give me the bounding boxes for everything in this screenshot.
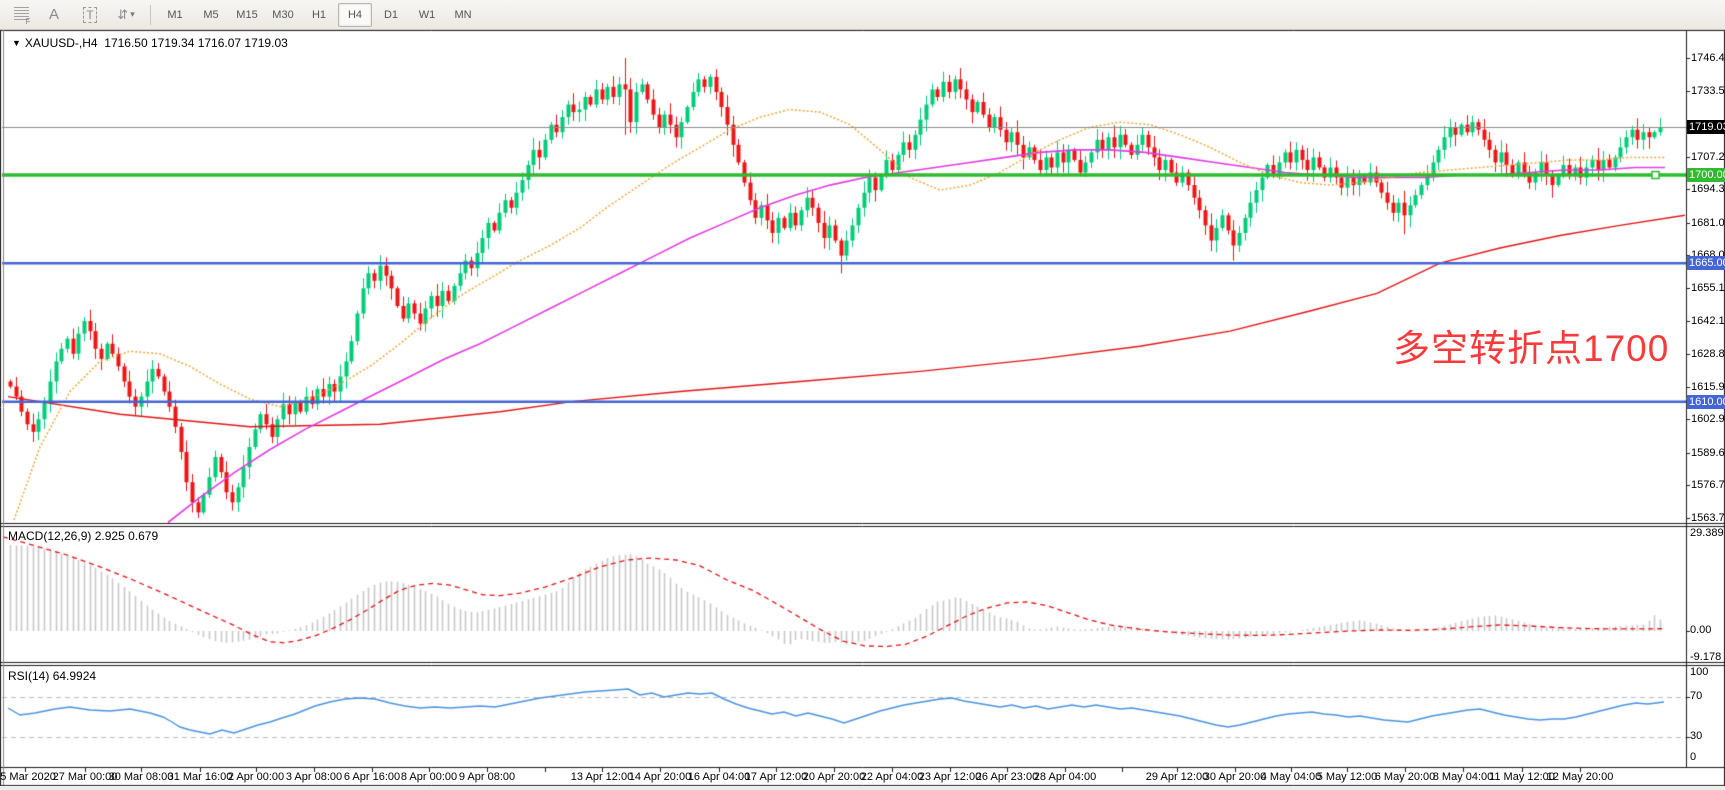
macd-axis-label: -9.178 [1690,651,1722,663]
date-axis-label: 14 Apr 20:00 [628,771,692,783]
rsi-value: 64.9924 [52,669,97,683]
rsi-name: RSI(14) [8,669,50,683]
date-axis-label: 28 Apr 04:00 [1033,771,1097,783]
price-tag: 1665.00 [1687,256,1725,271]
date-axis-label: 13 Apr 12:00 [570,771,634,783]
date-axis-label: 12 May 20:00 [1546,771,1614,783]
price-tag: 1700.00 [1687,168,1725,183]
font-a-icon: A [48,6,59,23]
macd-indicator-label: MACD(12,26,9) 2.925 0.679 [8,529,158,543]
symbol-dropdown-icon[interactable]: ▼ [12,38,21,48]
price-axis-label: 1707.25 [1691,150,1725,163]
date-axis-label: 25 Mar 2020 [0,771,56,783]
date-axis-label: 16 Apr 04:00 [687,771,751,783]
chart-text-annotation[interactable]: 多空转折点1700 [1393,328,1670,369]
dropdown-caret-icon: ▾ [130,9,135,19]
styles-palette-button[interactable]: F [1,3,35,27]
date-axis-label: 26 Apr 23:00 [975,771,1039,783]
date-axis-label: 3 Apr 08:00 [285,771,343,783]
price-axis-label: 1655.10 [1691,282,1725,295]
rsi-indicator-label: RSI(14) 64.9924 [8,669,96,683]
price-axis-label: 1576.70 [1691,479,1725,492]
macd-values: 2.925 0.679 [94,529,159,543]
date-axis-label: 29 Apr 12:00 [1145,771,1209,783]
date-axis-label: 6 May 20:00 [1374,771,1436,783]
macd-name: MACD(12,26,9) [8,529,92,543]
date-axis-label: 30 Mar 08:00 [108,771,174,783]
symbol-ohlc-line[interactable]: ▼ XAUUSD-,H4 1716.50 1719.34 1716.07 1719… [12,36,288,50]
date-axis-label: 5 May 12:00 [1316,771,1378,783]
date-axis-label: 27 Mar 00:00 [52,771,118,783]
symbol-name: XAUUSD-,H4 [24,36,98,50]
rsi-axis-label: 100 [1690,666,1709,678]
timeframe-button-m15[interactable]: M15 [236,8,258,21]
ohlc-values: 1716.50 1719.34 1716.07 1719.03 [104,36,288,50]
toolbar: F A T ⇵ ▾ M1 M5 M15 M30 H1 H4 D1 W1 MN [0,0,1725,30]
price-axis-label: 1628.85 [1691,348,1725,361]
macd-axis-label: 29.389 [1690,527,1724,539]
timeframe-button-w1[interactable]: W1 [418,8,436,21]
date-axis-label: 11 May 12:00 [1489,771,1555,783]
timeframe-button-h1[interactable]: H1 [311,8,327,21]
date-axis-label: 8 Apr 00:00 [400,771,458,783]
bottom-strip [0,786,1725,790]
price-axis-label: 1602.95 [1691,413,1725,426]
timeframe-button-h4[interactable]: H4 [338,2,372,27]
timeframe-button-m1[interactable]: M1 [167,8,183,21]
date-axis-label: 23 Apr 12:00 [918,771,982,783]
rsi-axis-label: 0 [1690,751,1697,763]
date-axis-label: 8 May 04:00 [1432,771,1494,783]
price-tag: 1719.03 [1687,120,1725,135]
arrow-objects-icon: ⇵ [117,6,129,22]
date-axis-label: 17 Apr 12:00 [744,771,808,783]
text-label-icon: T [83,6,97,23]
price-axis-label: 1681.00 [1691,216,1725,229]
date-axis-label: 2 Apr 00:00 [227,771,285,783]
price-axis-label: 1642.15 [1691,314,1725,327]
date-axis-label: 30 Apr 20:00 [1203,771,1267,783]
timeframe-button-mn[interactable]: MN [454,8,472,21]
rsi-axis-label: 30 [1690,730,1703,742]
timeframe-button-m30[interactable]: M30 [272,8,294,21]
styles-palette-icon: F [13,7,31,26]
date-axis-label: 20 Apr 20:00 [802,771,866,783]
price-tag: 1610.00 [1687,394,1725,409]
arrow-objects-button[interactable]: ⇵ ▾ [109,3,143,27]
price-axis-label: 1615.90 [1691,380,1725,393]
timeframe-buttons: M1 M5 M15 M30 H1 H4 D1 W1 MN [157,2,481,27]
date-axis-label: 6 Apr 16:00 [343,771,401,783]
date-axis-label: 22 Apr 04:00 [860,771,924,783]
price-axis-label: 1746.45 [1691,52,1725,65]
timeframe-button-m5[interactable]: M5 [203,8,219,21]
rsi-axis-label: 70 [1690,690,1703,702]
date-axis-label: 31 Mar 16:00 [167,771,233,783]
price-axis-label: 1563.75 [1691,512,1725,525]
timeframe-button-d1[interactable]: D1 [383,8,399,21]
price-axis-label: 1694.30 [1691,183,1725,196]
price-axis-label: 1733.50 [1691,84,1725,97]
date-axis-label: 4 May 04:00 [1260,771,1322,783]
text-label-button[interactable]: T [73,3,107,27]
font-tool-button[interactable]: A [37,3,71,27]
macd-axis-label: 0.00 [1690,624,1712,636]
price-axis-label: 1589.65 [1691,446,1725,459]
date-axis-label: 9 Apr 08:00 [458,771,516,783]
toolbar-separator [150,4,151,25]
